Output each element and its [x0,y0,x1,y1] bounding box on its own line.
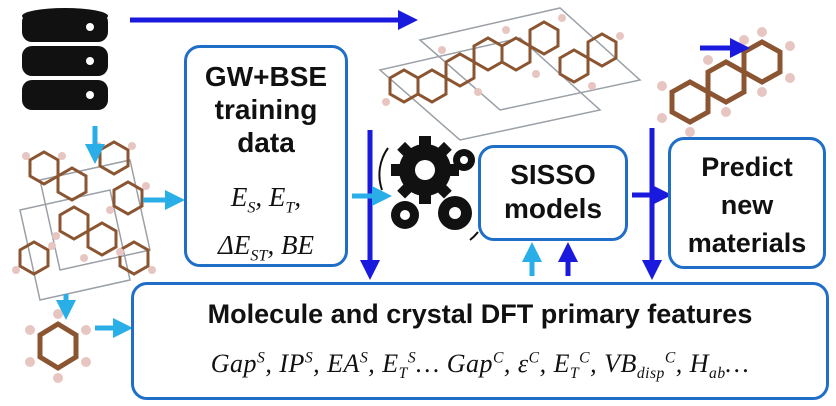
crystal-structure-icon [12,140,156,301]
training-data-box: GW+BSE training data ES, ET, ΔEST, BE [184,45,348,267]
training-variables-line-1: ES, ET, [230,182,302,217]
sisso-label-line: SISSO [510,159,596,190]
arrows-dark [130,10,750,280]
arrows-light [56,126,542,338]
training-data-title-line: GW+BSE [204,61,328,92]
predict-label-line: materials [687,228,807,258]
sisso-models-box: SISSO models [478,145,628,241]
sisso-models-label: SISSO models [481,158,625,226]
primary-features-variables: GapS, IPS, EAS, ETS… GapC, εC, ETC, VBdi… [210,349,750,383]
training-variables-line-2: ΔEST, BE [218,230,314,265]
primary-features-title: Molecule and crystal DFT primary feature… [207,299,753,329]
gears-icon [378,136,479,241]
training-data-variables: ES, ET, ΔEST, BE [187,178,345,275]
predict-label-line: Predict [701,152,793,182]
database-icon [22,8,108,110]
predict-label-line: new [720,190,774,220]
benzene-molecule-icon [25,309,91,383]
primary-features-box: Molecule and crystal DFT primary feature… [131,282,829,400]
training-data-title-line: data [237,127,295,158]
predict-materials-label: Predict new materials [671,148,823,262]
predict-materials-box: Predict new materials [668,137,826,269]
training-data-title-line: training [214,94,318,125]
training-data-title: GW+BSE training data [187,60,345,159]
crystal-structure-icon [378,7,642,141]
sisso-label-line: models [503,193,603,224]
anthracene-molecule-icon [657,27,795,137]
